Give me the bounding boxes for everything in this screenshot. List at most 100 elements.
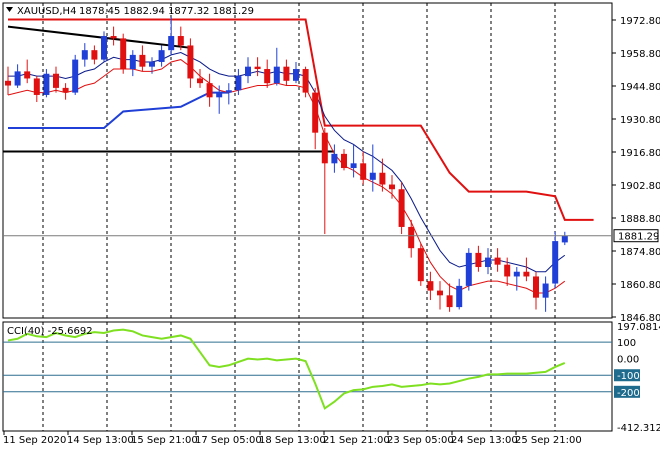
candle-body	[254, 66, 261, 70]
time-tick-label: 14 Sep 13:00	[67, 435, 134, 446]
candle-body	[360, 163, 367, 180]
time-tick-label: 24 Sep 13:00	[451, 435, 518, 446]
ohlc-label: 1878.45 1882.94 1877.32 1881.29	[79, 6, 254, 17]
candle-body	[533, 276, 539, 298]
candle-body	[120, 38, 127, 70]
last-price-box	[613, 229, 659, 243]
candle-body	[283, 66, 290, 81]
time-tick-label: 23 Sep 05:00	[387, 435, 454, 446]
price-tick-label: 1916.80	[620, 148, 660, 159]
candle-body	[331, 153, 338, 164]
candle-body	[264, 69, 271, 84]
cci-tick-label: 0.00	[617, 355, 639, 366]
candlesticks	[5, 17, 568, 312]
candle-body	[177, 36, 184, 46]
price-tick-label: 1874.80	[620, 247, 660, 258]
envelope-red	[8, 18, 594, 221]
candle-body	[542, 283, 549, 298]
candle-body	[312, 92, 319, 133]
envelope-blue	[8, 91, 229, 129]
candle-body	[235, 76, 242, 91]
candle-body	[216, 92, 223, 98]
cci-axis-ticks: 197.0814 100 0.00 -100 -200 -412.3125	[614, 322, 660, 434]
time-tick-label: 18 Sep 13:00	[259, 435, 326, 446]
candle-body	[369, 172, 376, 180]
candle-body	[437, 290, 443, 296]
candle-body	[168, 36, 175, 51]
cci-tick-label: -100	[617, 371, 640, 382]
cci-panel-frame	[2, 321, 613, 432]
candle-body	[62, 87, 69, 93]
candle-body	[341, 153, 347, 169]
dropdown-triangle-icon[interactable]	[6, 7, 13, 12]
time-tick-label: 11 Sep 2020	[3, 435, 66, 446]
candle-body	[197, 78, 203, 84]
time-tick-label: 15 Sep 21:00	[131, 435, 198, 446]
price-tick-label: 1972.80	[620, 16, 660, 27]
candle-body	[513, 271, 520, 277]
candle-body	[321, 132, 328, 164]
cci-level-tag	[614, 385, 640, 398]
candle-body	[504, 264, 511, 277]
candle-body	[81, 50, 88, 60]
candle-body	[110, 36, 117, 39]
candle-body	[485, 257, 491, 268]
cci-tick-label: -412.3125	[617, 423, 660, 434]
candle-body	[206, 83, 213, 98]
cci-line	[7, 328, 566, 410]
time-tick-label: 21 Sep 21:00	[323, 435, 390, 446]
candle-body	[91, 50, 98, 60]
cci-tick-label: -200	[617, 388, 640, 399]
candle-body	[273, 66, 280, 84]
candle-body	[225, 90, 232, 93]
price-tick-label: 1860.80	[620, 280, 660, 291]
chart-header: XAUUSD,H4 1878.45 1882.94 1877.32 1881.2…	[6, 6, 254, 17]
candle-body	[293, 69, 299, 81]
symbol-label: XAUUSD,H4	[17, 6, 76, 17]
candle-body	[465, 252, 472, 286]
last-price-label: 1881.29	[618, 232, 659, 243]
trendline	[7, 25, 191, 49]
candle-body	[408, 226, 415, 249]
candle-body	[158, 50, 165, 62]
candle-body	[187, 45, 194, 79]
candle-body	[43, 73, 50, 95]
candle-body	[561, 235, 568, 243]
price-tick-label: 1902.80	[620, 181, 660, 192]
candle-body	[101, 36, 107, 60]
candle-body	[552, 241, 559, 284]
candle-body	[14, 71, 21, 86]
candle-body	[350, 163, 357, 169]
price-tick-label: 1888.80	[620, 214, 660, 225]
cci-levels	[3, 341, 612, 393]
price-tick-label: 1930.80	[620, 115, 660, 126]
candle-body	[24, 71, 31, 79]
price-tick-label: 1944.80	[620, 82, 660, 93]
cci-tick-label: 100	[617, 338, 636, 349]
time-tick-label: 17 Sep 05:00	[195, 435, 262, 446]
candle-body	[398, 189, 405, 227]
candle-body	[475, 252, 482, 268]
candle-body	[245, 66, 251, 77]
candle-body	[139, 54, 146, 67]
candle-body	[456, 285, 463, 308]
candle-body	[389, 184, 395, 190]
candle-body	[302, 69, 309, 93]
last-price-tag: 1881.29	[3, 229, 659, 243]
cci-panel: 197.0814 100 0.00 -100 -200 -412.3125 CCI(40)…	[2, 321, 660, 434]
candle-body	[427, 281, 434, 291]
candle-body	[5, 80, 11, 86]
main-panel: 1972.80 1958.80 1944.80 1930.80 1916.80 1902.…	[2, 2, 660, 324]
cci-label: CCI(40) -25.6692	[7, 326, 93, 337]
cci-tick-label: 197.0814	[617, 322, 660, 333]
price-tick-label: 1846.80	[620, 313, 660, 324]
candle-body	[149, 61, 155, 67]
candle-body	[417, 248, 424, 282]
candle-body	[33, 78, 40, 95]
price-tick-label: 1958.80	[620, 49, 660, 60]
candle-body	[494, 257, 501, 265]
candle-body	[523, 271, 530, 277]
candle-body	[446, 295, 453, 308]
candle-body	[53, 73, 59, 88]
